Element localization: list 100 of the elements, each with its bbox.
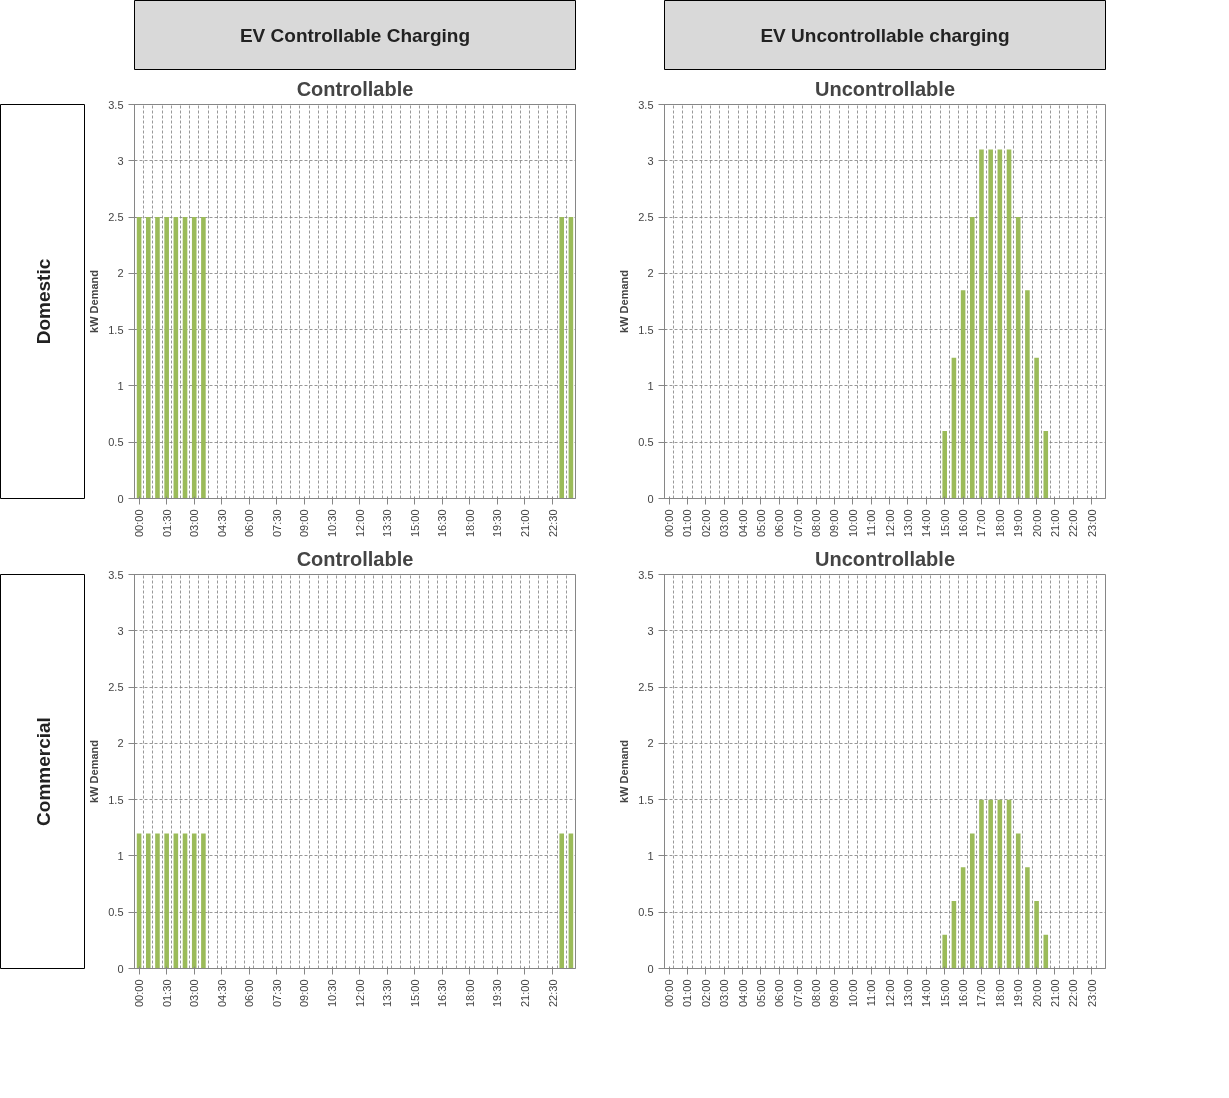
x-tick-label: 08:00 xyxy=(810,979,823,1008)
x-tick-label: 03:00 xyxy=(188,509,201,538)
x-tick-label: 04:30 xyxy=(215,509,228,538)
x-tick-label: 16:00 xyxy=(957,979,970,1008)
y-tick-label: 3.5 xyxy=(108,98,124,111)
x-tick-label: 23:00 xyxy=(1085,509,1098,538)
x-tick-label: 02:00 xyxy=(699,509,712,538)
chart-title: Controllable xyxy=(296,547,414,570)
x-tick-label: 01:30 xyxy=(160,979,173,1008)
x-tick-label: 19:00 xyxy=(1012,979,1025,1008)
y-tick-label: 2.5 xyxy=(108,681,124,694)
y-tick-label: 0 xyxy=(647,492,654,505)
y-tick-label: 1 xyxy=(117,849,124,862)
x-tick-label: 08:00 xyxy=(810,509,823,538)
y-axis-title: kW Demand xyxy=(88,270,101,333)
x-tick-label: 01:00 xyxy=(681,509,694,538)
chart-title: Uncontrollable xyxy=(815,547,956,570)
x-tick-label: 03:00 xyxy=(188,979,201,1008)
y-tick-label: 1 xyxy=(647,379,654,392)
x-tick-label: 02:00 xyxy=(699,979,712,1008)
x-tick-label: 09:00 xyxy=(828,979,841,1008)
x-tick-label: 22:00 xyxy=(1067,509,1080,538)
x-tick-label: 12:00 xyxy=(353,509,366,538)
x-tick-label: 01:30 xyxy=(160,509,173,538)
y-tick-label: 1.5 xyxy=(638,793,654,806)
y-tick-label: 2 xyxy=(647,267,654,280)
x-tick-label: 13:30 xyxy=(381,509,394,538)
y-tick-label: 1.5 xyxy=(638,323,654,336)
y-axis-title: kW Demand xyxy=(618,270,631,333)
x-tick-label: 09:00 xyxy=(828,509,841,538)
x-tick-label: 18:00 xyxy=(993,979,1006,1008)
y-tick-label: 1.5 xyxy=(108,793,124,806)
y-tick-label: 0.5 xyxy=(638,436,654,449)
x-tick-label: 06:00 xyxy=(243,979,256,1008)
chart-title: Uncontrollable xyxy=(815,77,956,100)
x-tick-label: 21:00 xyxy=(518,509,531,538)
y-tick-label: 2 xyxy=(647,737,654,750)
x-tick-label: 03:00 xyxy=(718,979,731,1008)
y-tick-label: 0 xyxy=(647,962,654,975)
x-tick-label: 17:00 xyxy=(975,979,988,1008)
x-tick-label: 14:00 xyxy=(920,979,933,1008)
x-tick-label: 17:00 xyxy=(975,509,988,538)
x-tick-label: 21:00 xyxy=(1048,979,1061,1008)
y-tick-label: 0 xyxy=(117,962,124,975)
x-tick-label: 12:00 xyxy=(883,509,896,538)
x-tick-label: 07:00 xyxy=(791,979,804,1008)
x-tick-label: 16:30 xyxy=(436,979,449,1008)
text: EV Controllable Charging xyxy=(239,25,471,46)
x-tick-label: 10:30 xyxy=(326,979,339,1008)
x-tick-label: 13:30 xyxy=(381,979,394,1008)
y-tick-label: 3 xyxy=(647,154,654,167)
y-tick-label: 0.5 xyxy=(108,906,124,919)
x-tick-label: 04:30 xyxy=(215,979,228,1008)
x-tick-label: 00:00 xyxy=(133,509,146,538)
x-tick-label: 01:00 xyxy=(681,979,694,1008)
x-tick-label: 13:00 xyxy=(901,979,914,1008)
x-tick-label: 10:00 xyxy=(846,509,859,538)
x-tick-label: 19:30 xyxy=(491,979,504,1008)
x-tick-label: 19:30 xyxy=(491,509,504,538)
text: Commercial xyxy=(32,717,54,826)
x-tick-label: 14:00 xyxy=(920,509,933,538)
x-tick-label: 21:00 xyxy=(1048,509,1061,538)
text: Domestic xyxy=(32,258,54,345)
x-tick-label: 07:30 xyxy=(270,979,283,1008)
x-tick-label: 11:00 xyxy=(865,509,878,537)
y-tick-label: 0.5 xyxy=(108,436,124,449)
x-tick-label: 04:00 xyxy=(736,509,749,538)
x-tick-label: 10:00 xyxy=(846,979,859,1008)
y-tick-label: 0.5 xyxy=(638,906,654,919)
x-tick-label: 23:00 xyxy=(1085,979,1098,1008)
x-tick-label: 06:00 xyxy=(773,979,786,1008)
x-tick-label: 22:00 xyxy=(1067,979,1080,1008)
y-tick-label: 3.5 xyxy=(638,98,654,111)
x-tick-label: 22:30 xyxy=(546,509,559,538)
x-tick-label: 15:00 xyxy=(408,979,421,1008)
x-tick-label: 06:00 xyxy=(773,509,786,538)
x-tick-label: 15:00 xyxy=(938,979,951,1008)
y-tick-label: 0 xyxy=(117,492,124,505)
x-tick-label: 06:00 xyxy=(243,509,256,538)
x-tick-label: 05:00 xyxy=(754,509,767,538)
x-tick-label: 20:00 xyxy=(1030,509,1043,538)
x-tick-label: 00:00 xyxy=(663,509,676,538)
chart-title: Controllable xyxy=(296,77,414,100)
x-tick-label: 18:00 xyxy=(993,509,1006,538)
y-tick-label: 1 xyxy=(647,849,654,862)
x-tick-label: 10:30 xyxy=(326,509,339,538)
y-axis-title: kW Demand xyxy=(88,740,101,803)
x-tick-label: 20:00 xyxy=(1030,979,1043,1008)
y-tick-label: 1.5 xyxy=(108,323,124,336)
x-tick-label: 18:00 xyxy=(463,509,476,538)
y-tick-label: 3 xyxy=(647,624,654,637)
y-tick-label: 2.5 xyxy=(638,211,654,224)
x-tick-label: 13:00 xyxy=(901,509,914,538)
x-tick-label: 15:00 xyxy=(938,509,951,538)
y-tick-label: 3 xyxy=(117,154,124,167)
x-tick-label: 16:00 xyxy=(957,509,970,538)
x-tick-label: 07:00 xyxy=(791,509,804,538)
x-tick-label: 12:00 xyxy=(883,979,896,1008)
x-tick-label: 12:00 xyxy=(353,979,366,1008)
x-tick-label: 00:00 xyxy=(133,979,146,1008)
